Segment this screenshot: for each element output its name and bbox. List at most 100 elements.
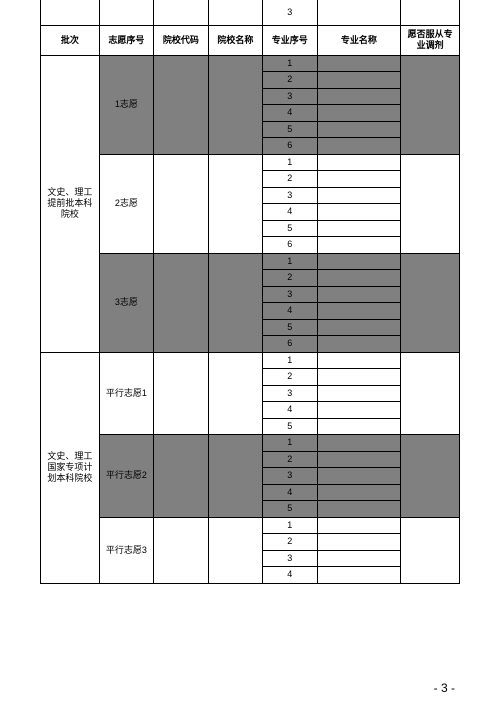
choice-1-major-3-num: 3 — [263, 88, 317, 105]
parallel-1-major-3-num: 3 — [263, 385, 317, 402]
parallel-2-major-4-name[interactable] — [317, 484, 401, 501]
header-major-no: 专业序号 — [263, 25, 317, 55]
choice-3-label: 3志愿 — [99, 253, 153, 352]
choice-3-univ-name[interactable] — [208, 253, 262, 352]
choice-2-label: 2志愿 — [99, 154, 153, 253]
choice-1-major-5-num: 5 — [263, 121, 317, 138]
header-choice-no: 志愿序号 — [99, 25, 153, 55]
choice-3-major-5-name[interactable] — [317, 319, 401, 336]
parallel-1-label: 平行志愿1 — [99, 352, 153, 435]
parallel-2-major-2-num: 2 — [263, 451, 317, 468]
parallel-2-univ-name[interactable] — [208, 435, 262, 518]
choice-2-major-5-num: 5 — [263, 220, 317, 237]
choice-1-univ-code[interactable] — [154, 55, 208, 154]
parallel-2-univ-code[interactable] — [154, 435, 208, 518]
header-univ-name: 院校名称 — [208, 25, 262, 55]
top-empty-4 — [208, 0, 262, 25]
choice-3-major-3-num: 3 — [263, 286, 317, 303]
parallel-3-major-3-name[interactable] — [317, 550, 401, 567]
choice-3-major-6-num: 6 — [263, 336, 317, 353]
parallel-1-major-3-name[interactable] — [317, 385, 401, 402]
top-stray-value: 3 — [263, 0, 317, 25]
parallel-2-major-5-num: 5 — [263, 501, 317, 518]
choice-1-major-1-num: 1 — [263, 55, 317, 72]
choice-3-major-1-name[interactable] — [317, 253, 401, 270]
parallel-2-major-4-num: 4 — [263, 484, 317, 501]
parallel-1-major-4-name[interactable] — [317, 402, 401, 419]
parallel-1-adjust[interactable] — [401, 352, 460, 435]
parallel-1-univ-code[interactable] — [154, 352, 208, 435]
choice-3-major-2-num: 2 — [263, 270, 317, 287]
parallel-1-major-1-name[interactable] — [317, 352, 401, 369]
parallel-3-adjust[interactable] — [401, 517, 460, 583]
header-adjust: 愿否服从专业调剂 — [401, 25, 460, 55]
choice-3-major-2-name[interactable] — [317, 270, 401, 287]
parallel-2-adjust[interactable] — [401, 435, 460, 518]
parallel-3-univ-code[interactable] — [154, 517, 208, 583]
parallel-2-label: 平行志愿2 — [99, 435, 153, 518]
choice-3-major-5-num: 5 — [263, 319, 317, 336]
parallel-3-major-2-name[interactable] — [317, 534, 401, 551]
choice-1-univ-name[interactable] — [208, 55, 262, 154]
choice-2-major-3-num: 3 — [263, 187, 317, 204]
parallel-2-major-2-name[interactable] — [317, 451, 401, 468]
choice-3-major-4-name[interactable] — [317, 303, 401, 320]
parallel-2-major-3-num: 3 — [263, 468, 317, 485]
choice-1-major-3-name[interactable] — [317, 88, 401, 105]
choice-2-major-6-num: 6 — [263, 237, 317, 254]
choice-1-label: 1志愿 — [99, 55, 153, 154]
parallel-3-major-2-num: 2 — [263, 534, 317, 551]
choice-3-major-6-name[interactable] — [317, 336, 401, 353]
choice-2-major-5-name[interactable] — [317, 220, 401, 237]
choice-1-adjust[interactable] — [401, 55, 460, 154]
parallel-1-major-5-name[interactable] — [317, 418, 401, 435]
batch-1-label: 文史、理工提前批本科院校 — [41, 55, 100, 352]
top-empty-2 — [99, 0, 153, 25]
choice-1-major-6-name[interactable] — [317, 138, 401, 155]
parallel-2-major-1-name[interactable] — [317, 435, 401, 452]
choice-2-major-1-name[interactable] — [317, 154, 401, 171]
parallel-3-major-4-name[interactable] — [317, 567, 401, 584]
parallel-2-major-5-name[interactable] — [317, 501, 401, 518]
parallel-1-major-2-num: 2 — [263, 369, 317, 386]
choice-1-major-4-name[interactable] — [317, 105, 401, 122]
choice-3-adjust[interactable] — [401, 253, 460, 352]
choice-1-major-1-name[interactable] — [317, 55, 401, 72]
parallel-3-label: 平行志愿3 — [99, 517, 153, 583]
choice-2-major-6-name[interactable] — [317, 237, 401, 254]
header-univ-code: 院校代码 — [154, 25, 208, 55]
choice-2-univ-name[interactable] — [208, 154, 262, 253]
choice-2-major-1-num: 1 — [263, 154, 317, 171]
choice-1-major-5-name[interactable] — [317, 121, 401, 138]
parallel-3-major-4-num: 4 — [263, 567, 317, 584]
top-empty-6 — [317, 0, 401, 25]
choice-2-adjust[interactable] — [401, 154, 460, 253]
choice-2-major-4-name[interactable] — [317, 204, 401, 221]
choice-3-major-4-num: 4 — [263, 303, 317, 320]
parallel-1-major-4-num: 4 — [263, 402, 317, 419]
header-batch: 批次 — [41, 25, 100, 55]
choice-3-univ-code[interactable] — [154, 253, 208, 352]
choice-2-univ-code[interactable] — [154, 154, 208, 253]
parallel-2-major-3-name[interactable] — [317, 468, 401, 485]
choice-1-major-6-num: 6 — [263, 138, 317, 155]
parallel-1-major-5-num: 5 — [263, 418, 317, 435]
application-form-table: 3 批次 志愿序号 院校代码 院校名称 专业序号 专业名称 愿否服从专业调剂 文… — [40, 0, 460, 584]
choice-2-major-2-name[interactable] — [317, 171, 401, 188]
choice-3-major-1-num: 1 — [263, 253, 317, 270]
parallel-1-univ-name[interactable] — [208, 352, 262, 435]
parallel-1-major-2-name[interactable] — [317, 369, 401, 386]
top-empty-1 — [41, 0, 100, 25]
batch-2-label: 文史、理工国家专项计划本科院校 — [41, 352, 100, 583]
header-major-name: 专业名称 — [317, 25, 401, 55]
choice-2-major-4-num: 4 — [263, 204, 317, 221]
choice-3-major-3-name[interactable] — [317, 286, 401, 303]
parallel-3-major-1-name[interactable] — [317, 517, 401, 534]
choice-2-major-3-name[interactable] — [317, 187, 401, 204]
parallel-2-major-1-num: 1 — [263, 435, 317, 452]
choice-1-major-2-name[interactable] — [317, 72, 401, 89]
top-empty-7 — [401, 0, 460, 25]
choice-2-major-2-num: 2 — [263, 171, 317, 188]
choice-1-major-4-num: 4 — [263, 105, 317, 122]
parallel-3-univ-name[interactable] — [208, 517, 262, 583]
